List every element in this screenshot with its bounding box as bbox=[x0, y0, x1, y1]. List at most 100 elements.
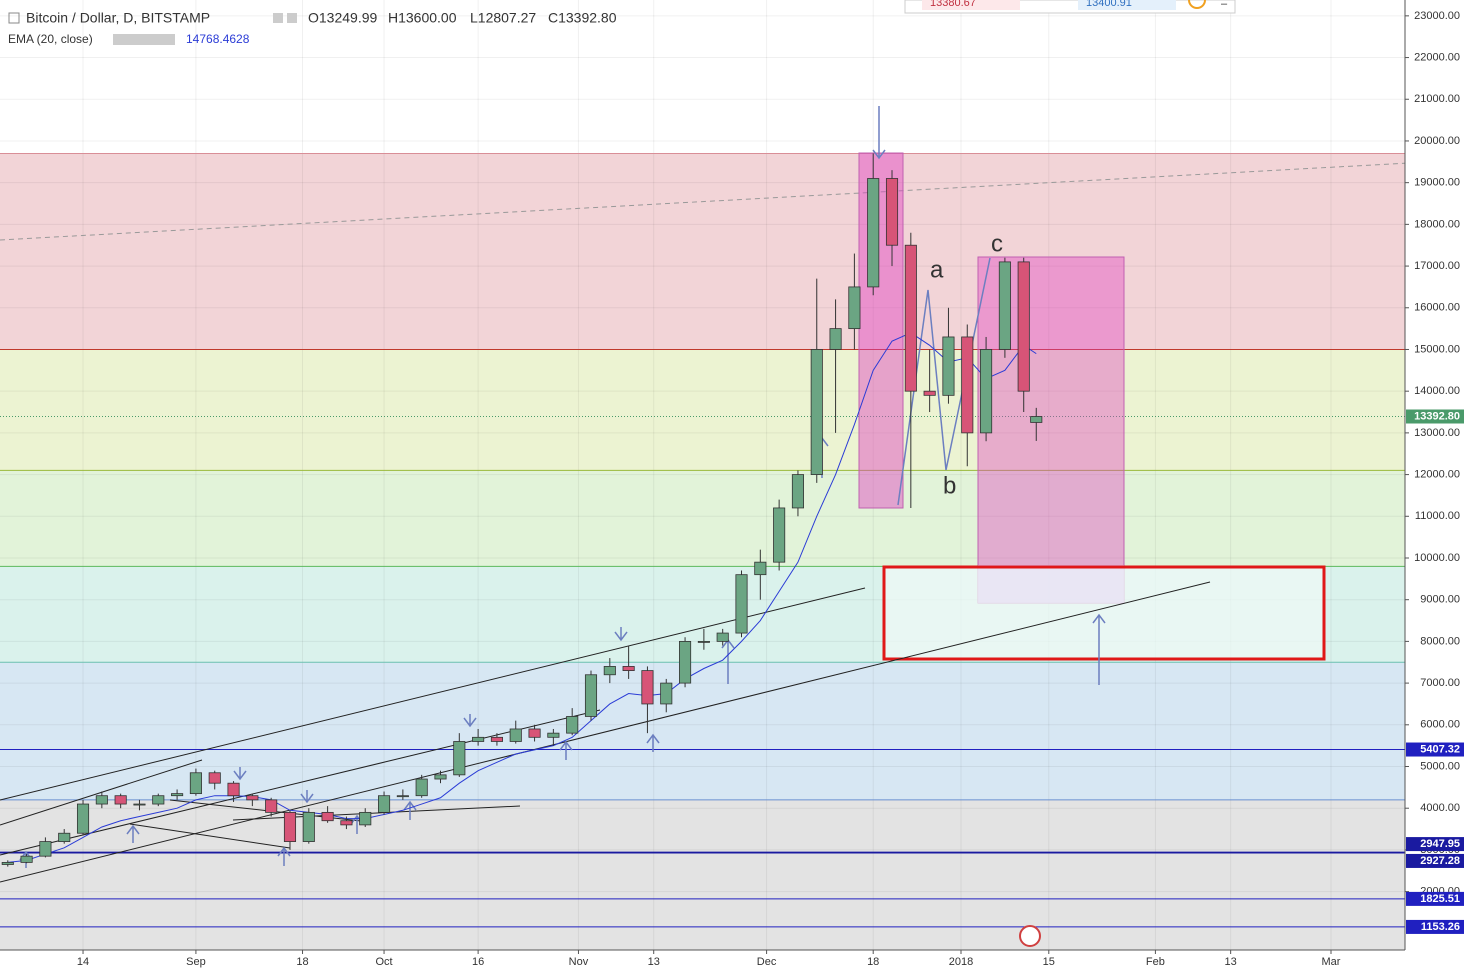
widget-minimize[interactable]: – bbox=[1221, 0, 1228, 10]
candle-body bbox=[885, 178, 899, 246]
candle-body bbox=[998, 261, 1011, 350]
candle-body bbox=[359, 811, 372, 826]
candle-body bbox=[340, 820, 353, 826]
candle-body bbox=[321, 811, 334, 822]
candle-body bbox=[1, 862, 14, 865]
drawings bbox=[0, 106, 1464, 883]
x-tick-label: 13 bbox=[1225, 956, 1237, 968]
candle-body bbox=[603, 666, 616, 676]
candle-body bbox=[396, 795, 409, 798]
trendline bbox=[0, 759, 203, 826]
candle-body bbox=[171, 793, 184, 797]
candle-body bbox=[848, 286, 861, 330]
candle-body bbox=[904, 244, 917, 392]
x-tick-label: 18 bbox=[867, 956, 879, 968]
candle-body bbox=[509, 728, 522, 742]
zone bbox=[0, 662, 1405, 800]
zones bbox=[0, 153, 1405, 950]
x-tick-label: Nov bbox=[569, 956, 589, 968]
trendline bbox=[0, 581, 1211, 883]
price-tag bbox=[1406, 742, 1464, 757]
price-tag-label: 2947.95 bbox=[1420, 838, 1460, 850]
y-tick-label: 9000.00 bbox=[1420, 594, 1460, 606]
candle-body bbox=[867, 178, 880, 288]
candle-body bbox=[961, 336, 974, 434]
candles bbox=[1, 153, 1043, 867]
y-tick-label: 15000.00 bbox=[1414, 343, 1460, 355]
candle-body bbox=[1017, 261, 1030, 392]
x-tick-label: 16 bbox=[472, 956, 484, 968]
candle-body bbox=[189, 772, 202, 795]
settings-button[interactable] bbox=[273, 13, 283, 23]
candle-body bbox=[660, 682, 673, 705]
candle-body bbox=[490, 736, 503, 742]
annotation: a bbox=[930, 256, 944, 283]
y-tick-label: 10000.00 bbox=[1414, 552, 1460, 564]
x-tick-label: Dec bbox=[757, 956, 777, 968]
y-tick-label: 6000.00 bbox=[1420, 719, 1460, 731]
candle-body bbox=[208, 772, 221, 784]
candle-body bbox=[434, 774, 447, 780]
ohlc-close: C13392.80 bbox=[548, 10, 617, 26]
candle-body bbox=[152, 795, 165, 805]
candle-body bbox=[716, 632, 729, 642]
events-icon[interactable] bbox=[1019, 925, 1041, 947]
price-tag bbox=[1406, 891, 1464, 906]
y-tick-label: 8000.00 bbox=[1420, 635, 1460, 647]
candle-body bbox=[980, 349, 993, 434]
candle-body bbox=[302, 811, 315, 842]
candle-body bbox=[697, 640, 710, 643]
candle-body bbox=[791, 474, 804, 509]
candle-body bbox=[1030, 416, 1043, 423]
buy-price: 13400.91 bbox=[1086, 0, 1132, 9]
buy-cell[interactable] bbox=[1078, 0, 1176, 10]
y-tick-label: 19000.00 bbox=[1414, 177, 1460, 189]
price-tag-label: 2927.28 bbox=[1420, 855, 1460, 867]
axes: 2000.003000.004000.005000.006000.007000.… bbox=[77, 10, 1464, 968]
zone bbox=[0, 349, 1405, 471]
widget-icon[interactable] bbox=[1188, 0, 1206, 9]
candle-body bbox=[472, 736, 485, 742]
y-tick-label: 5000.00 bbox=[1420, 760, 1460, 772]
y-tick-label: 18000.00 bbox=[1414, 218, 1460, 230]
ema-line bbox=[7, 332, 1037, 863]
ohlc-low: L12807.27 bbox=[470, 10, 536, 26]
x-tick-label: 15 bbox=[1043, 956, 1055, 968]
ema-group bbox=[7, 332, 1037, 863]
x-tick-label: Oct bbox=[375, 956, 392, 968]
sell-price: 13380.67 bbox=[930, 0, 976, 9]
ohlc-open: O13249.99 bbox=[308, 10, 377, 26]
y-tick-label: 17000.00 bbox=[1414, 260, 1460, 272]
candle-body bbox=[283, 811, 297, 842]
candle-body bbox=[20, 855, 33, 863]
candle-body bbox=[39, 841, 52, 857]
time-axis bbox=[0, 950, 1405, 974]
candle-body bbox=[265, 799, 278, 813]
candle-body bbox=[584, 674, 598, 717]
ema-name: EMA (20, close) bbox=[8, 32, 93, 46]
y-tick-label: 16000.00 bbox=[1414, 302, 1460, 314]
x-tick-label: 14 bbox=[77, 956, 89, 968]
x-tick-label: 2018 bbox=[949, 956, 973, 968]
collapse-button[interactable] bbox=[8, 12, 20, 24]
candle-body bbox=[622, 666, 635, 671]
candle-body bbox=[942, 336, 955, 396]
trendline bbox=[129, 823, 291, 849]
target-box bbox=[882, 565, 1326, 661]
candle-body bbox=[923, 390, 936, 396]
candle-body bbox=[133, 803, 146, 806]
price-tag-label: 13392.80 bbox=[1414, 410, 1460, 422]
settings-button[interactable] bbox=[287, 13, 297, 23]
y-tick-label: 23000.00 bbox=[1414, 10, 1460, 22]
y-tick-label: 13000.00 bbox=[1414, 427, 1460, 439]
price-tag bbox=[1406, 409, 1464, 424]
zone bbox=[0, 470, 1405, 567]
symbol-title: Bitcoin / Dollar, D, BITSTAMP bbox=[26, 10, 210, 26]
indicator-buttons[interactable] bbox=[113, 34, 175, 45]
sell-cell[interactable] bbox=[922, 0, 1020, 10]
price-tag-label: 1825.51 bbox=[1420, 893, 1460, 905]
annotation: b bbox=[943, 472, 956, 499]
candle-body bbox=[453, 741, 466, 776]
x-tick-label: Sep bbox=[186, 956, 206, 968]
